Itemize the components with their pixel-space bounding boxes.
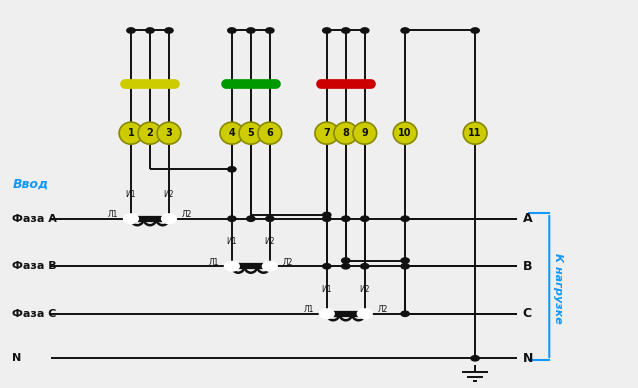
Text: 1: 1 <box>128 128 135 138</box>
Text: Л2: Л2 <box>182 210 193 219</box>
Circle shape <box>401 216 409 222</box>
Text: Фаза A: Фаза A <box>12 214 57 224</box>
Circle shape <box>225 262 239 271</box>
Ellipse shape <box>258 122 282 144</box>
Text: Фаза B: Фаза B <box>12 261 57 271</box>
Circle shape <box>358 309 372 318</box>
Text: A: A <box>523 212 532 225</box>
Text: C: C <box>523 307 531 320</box>
Circle shape <box>341 216 350 222</box>
Text: Л2: Л2 <box>378 305 388 314</box>
Circle shape <box>471 355 479 361</box>
Text: 5: 5 <box>248 128 254 138</box>
Text: 4: 4 <box>228 128 235 138</box>
Ellipse shape <box>353 122 376 144</box>
Text: Л1: Л1 <box>108 210 118 219</box>
Circle shape <box>323 212 331 218</box>
Text: Л2: Л2 <box>283 258 293 267</box>
Text: 7: 7 <box>323 128 330 138</box>
Circle shape <box>401 263 409 269</box>
Circle shape <box>401 258 409 263</box>
Ellipse shape <box>220 122 244 144</box>
Circle shape <box>265 216 274 222</box>
Text: И2: И2 <box>164 190 174 199</box>
Ellipse shape <box>315 122 339 144</box>
Circle shape <box>247 216 255 222</box>
Circle shape <box>228 216 236 222</box>
Text: Ввод: Ввод <box>12 178 48 191</box>
Text: И1: И1 <box>126 190 137 199</box>
Circle shape <box>124 214 138 223</box>
Text: 11: 11 <box>468 128 482 138</box>
Circle shape <box>360 28 369 33</box>
Circle shape <box>360 216 369 222</box>
Circle shape <box>263 262 277 271</box>
Text: И2: И2 <box>265 237 275 246</box>
Circle shape <box>401 311 409 317</box>
Circle shape <box>265 28 274 33</box>
Text: B: B <box>523 260 532 273</box>
Text: И2: И2 <box>359 285 370 294</box>
Circle shape <box>127 28 135 33</box>
Circle shape <box>228 166 236 172</box>
Text: 8: 8 <box>343 128 349 138</box>
Text: Фаза C: Фаза C <box>12 309 57 319</box>
Circle shape <box>360 263 369 269</box>
Text: 6: 6 <box>267 128 273 138</box>
Circle shape <box>341 258 350 263</box>
Ellipse shape <box>463 122 487 144</box>
Text: К нагрузке: К нагрузке <box>553 253 563 324</box>
Text: N: N <box>12 353 22 363</box>
Circle shape <box>165 28 173 33</box>
Circle shape <box>401 28 409 33</box>
Text: Л1: Л1 <box>303 305 314 314</box>
Circle shape <box>146 28 154 33</box>
Text: N: N <box>523 352 533 365</box>
Ellipse shape <box>334 122 358 144</box>
Ellipse shape <box>119 122 143 144</box>
Circle shape <box>471 28 479 33</box>
Circle shape <box>320 309 334 318</box>
Ellipse shape <box>239 122 263 144</box>
Text: 2: 2 <box>147 128 153 138</box>
Text: 3: 3 <box>166 128 172 138</box>
Circle shape <box>341 28 350 33</box>
Circle shape <box>323 28 331 33</box>
Text: 10: 10 <box>398 128 412 138</box>
Circle shape <box>341 263 350 269</box>
Circle shape <box>162 214 176 223</box>
Text: 9: 9 <box>361 128 368 138</box>
Text: И1: И1 <box>322 285 332 294</box>
Circle shape <box>323 263 331 269</box>
Circle shape <box>323 216 331 222</box>
Circle shape <box>228 28 236 33</box>
Ellipse shape <box>393 122 417 144</box>
Ellipse shape <box>138 122 162 144</box>
Text: И1: И1 <box>226 237 237 246</box>
Circle shape <box>247 28 255 33</box>
Text: Л1: Л1 <box>209 258 219 267</box>
Ellipse shape <box>157 122 181 144</box>
